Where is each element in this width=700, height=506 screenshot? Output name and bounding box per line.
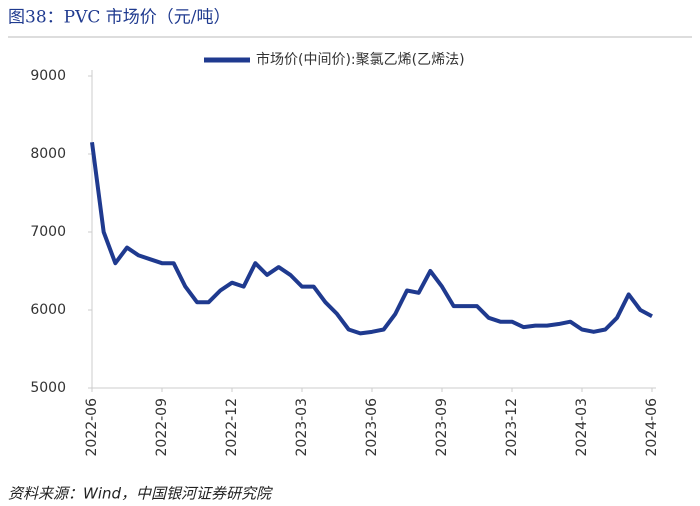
x-tick-label: 2023-03	[294, 398, 310, 457]
line-series	[90, 142, 653, 336]
x-tick-label: 2023-06	[364, 398, 380, 457]
x-tick-label: 2023-12	[504, 398, 520, 457]
x-tick-label: 2022-12	[224, 398, 240, 457]
y-tick-label: 7000	[30, 224, 66, 240]
x-tick-label: 2022-06	[84, 398, 100, 457]
x-tick-label: 2024-03	[574, 398, 590, 457]
x-tick-label: 2024-06	[644, 398, 660, 457]
legend-label: 市场价(中间价):聚氯乙烯(乙烯法)	[256, 51, 465, 68]
chart-title: 图38：PVC 市场价（元/吨）	[8, 8, 231, 28]
y-tick-label: 5000	[30, 380, 66, 396]
x-tick-label: 2023-09	[434, 398, 450, 457]
y-tick-label: 8000	[30, 146, 66, 162]
y-tick-label: 9000	[30, 68, 66, 84]
x-tick-label: 2022-09	[154, 398, 170, 457]
source-note: 资料来源：Wind，中国银河证券研究院	[8, 485, 273, 503]
y-tick-label: 6000	[30, 302, 66, 318]
